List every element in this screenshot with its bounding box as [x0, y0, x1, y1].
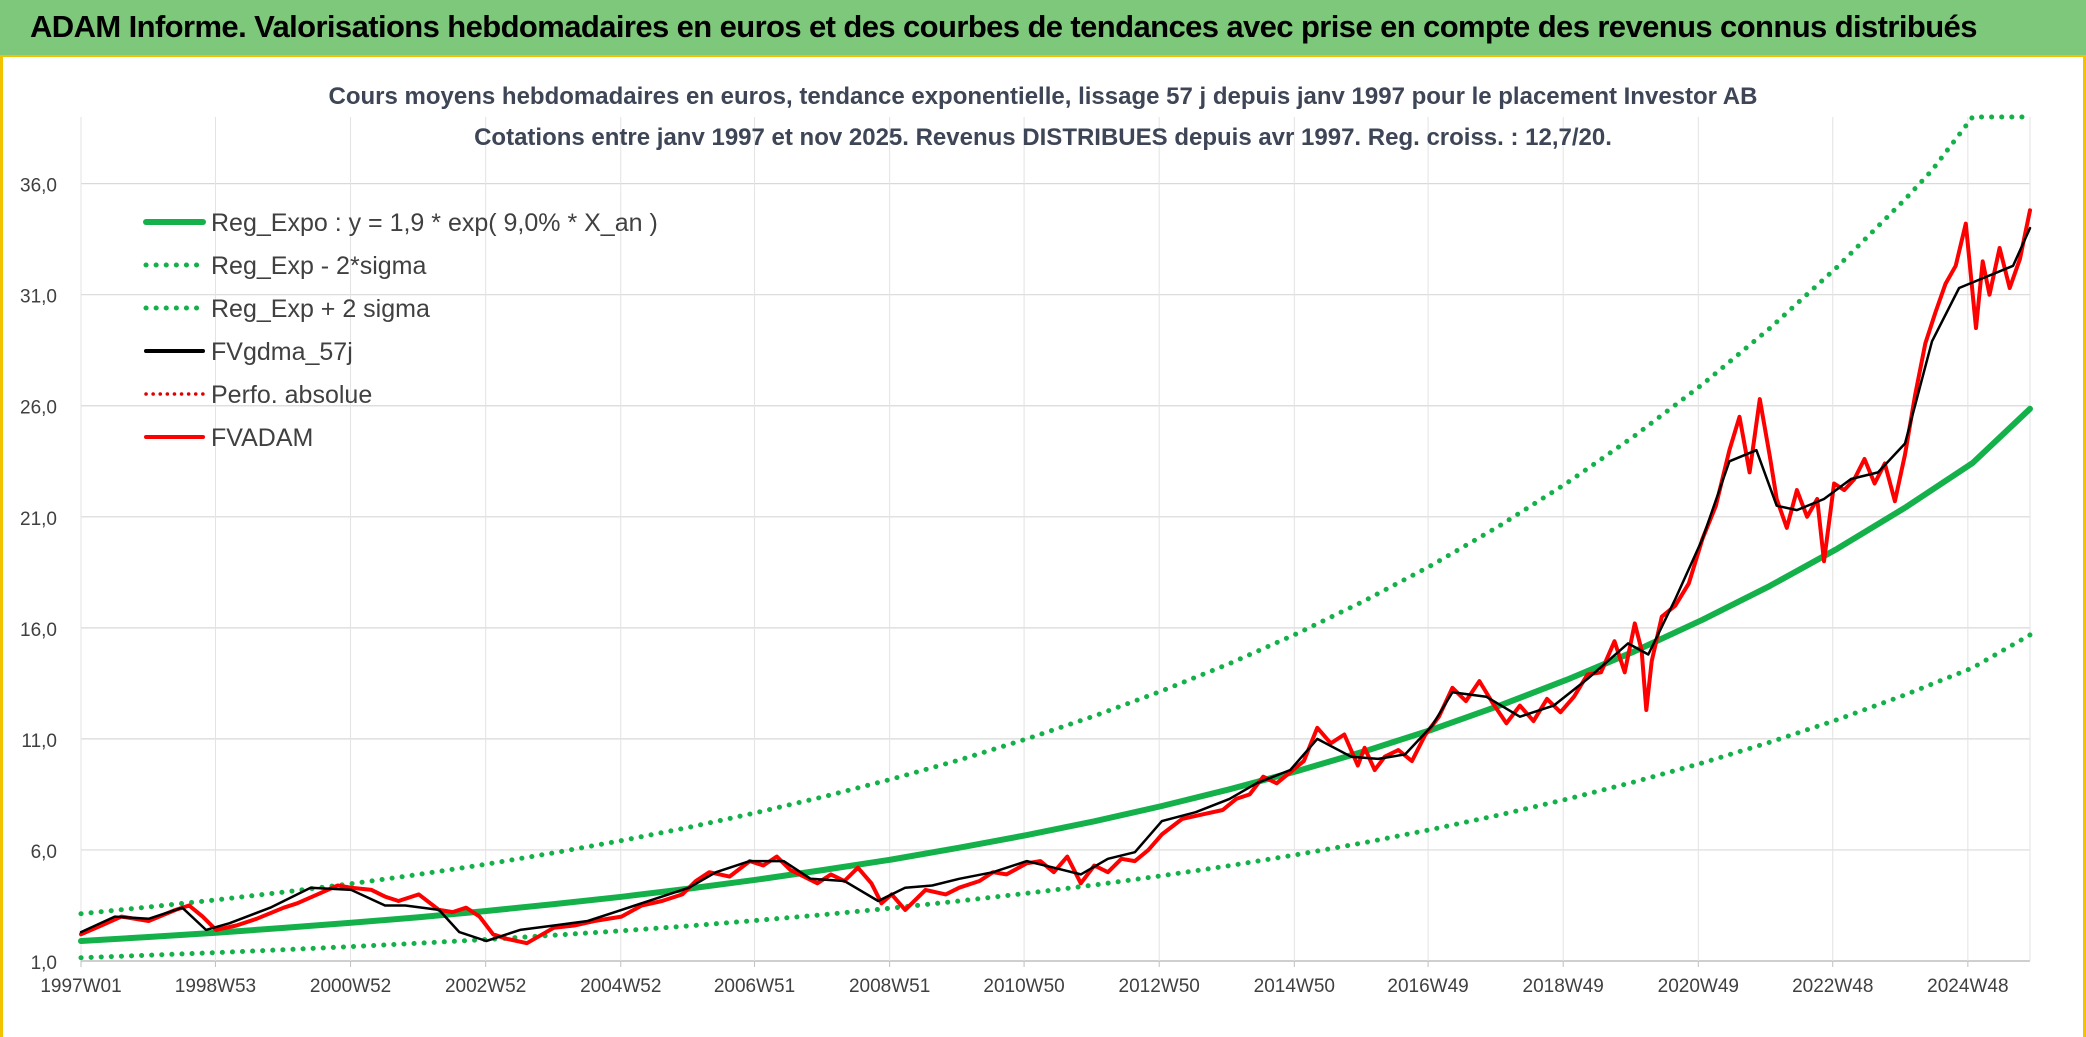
legend-entry-label: FVADAM — [211, 424, 313, 452]
y-tick-label: 21,0 — [20, 509, 57, 530]
series-line-high — [78, 114, 2033, 917]
legend-entry-label: Reg_Exp + 2 sigma — [211, 295, 430, 323]
x-tick-label: 2014W50 — [1254, 976, 1335, 997]
series-line-ma — [79, 226, 2032, 943]
x-tick-label: 2008W51 — [849, 976, 930, 997]
x-tick-label: 1997W01 — [40, 976, 121, 997]
x-tick-label: 2024W48 — [1927, 976, 2008, 997]
y-tick-label: 6,0 — [31, 842, 57, 863]
legend-entry-label: Reg_Exp - 2*sigma — [211, 252, 426, 280]
x-tick-label: 2002W52 — [445, 976, 526, 997]
legend: Reg_Expo : y = 1,9 * exp( 9,0% * X_an ) R… — [143, 209, 658, 452]
chart-frame: 1,0 6,0 11,0 16,0 21,0 26,0 31,0 36,0 1997W01 19… — [0, 57, 2086, 1037]
chart-svg: 1,06,011,016,021,026,031,036,0 1997W01 19… — [20, 83, 2033, 997]
chart-subtitle: Cotations entre janv 1997 et nov 2025. R… — [474, 124, 1612, 151]
x-tick-label: 2000W52 — [310, 976, 391, 997]
series-line-reg — [78, 405, 2033, 944]
plot-series — [78, 114, 2033, 961]
series-line-low — [78, 632, 2033, 961]
y-tick-label: 31,0 — [20, 287, 57, 308]
y-tick-label: 16,0 — [20, 620, 57, 641]
y-tick-label: 36,0 — [20, 176, 57, 197]
chart-title: Cours moyens hebdomadaires en euros, ten… — [329, 83, 1758, 110]
header-banner: ADAM Informe. Valorisations hebdomadaire… — [0, 0, 2086, 57]
x-tick-label: 2004W52 — [580, 976, 661, 997]
legend-entry-label: Reg_Expo : y = 1,9 * exp( 9,0% * X_an ) — [211, 209, 658, 237]
legend-entry-label: Perfo. absolue — [211, 381, 372, 409]
y-axis: 1,0 6,0 11,0 16,0 21,0 26,0 31,0 36,0 — [20, 176, 57, 974]
y-tick-label: 11,0 — [21, 731, 57, 752]
x-tick-label: 2018W49 — [1523, 976, 1604, 997]
x-tick-label: 2006W51 — [714, 976, 795, 997]
y-tick-label: 26,0 — [20, 398, 57, 419]
x-tick-label: 2022W48 — [1792, 976, 1873, 997]
x-tick-label: 2012W50 — [1119, 976, 1200, 997]
x-tick-label: 2016W49 — [1387, 976, 1468, 997]
grid-lines — [80, 117, 2031, 962]
y-tick-label: 1,0 — [31, 953, 57, 974]
header-title: ADAM Informe. Valorisations hebdomadaire… — [30, 9, 1977, 44]
x-tick-label: 2020W49 — [1658, 976, 1739, 997]
x-axis: 1997W01 1998W53 2000W52 2002W52 2004W52 2006W… — [40, 961, 2009, 997]
legend-entry-label: FVgdma_57j — [211, 338, 353, 366]
x-tick-label: 1998W53 — [175, 976, 256, 997]
x-tick-label: 2010W50 — [983, 976, 1064, 997]
